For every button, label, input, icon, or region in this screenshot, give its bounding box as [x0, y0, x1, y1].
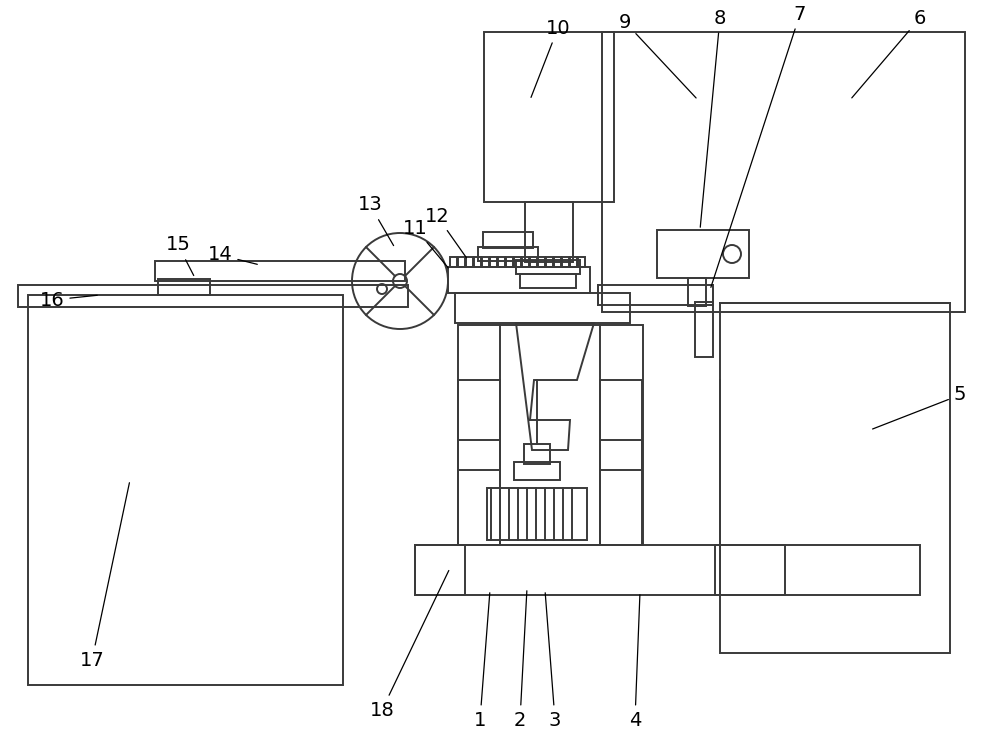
Bar	[450, 257, 457, 267]
Bar	[483, 232, 533, 248]
Bar	[506, 257, 513, 267]
Bar	[522, 257, 529, 267]
Bar	[695, 302, 713, 357]
Bar	[415, 545, 465, 595]
Text: 10: 10	[531, 18, 570, 98]
Bar	[657, 230, 749, 278]
Bar	[458, 380, 500, 545]
Text: 16: 16	[40, 290, 97, 310]
Bar	[688, 278, 706, 306]
Bar	[455, 293, 630, 323]
Text: 15: 15	[166, 236, 194, 276]
Bar	[28, 295, 343, 685]
Text: 11: 11	[403, 219, 448, 268]
Bar	[18, 285, 408, 307]
Bar	[516, 260, 580, 274]
Bar	[530, 257, 537, 267]
Bar	[578, 257, 585, 267]
Text: 7: 7	[711, 4, 806, 287]
Text: 3: 3	[545, 593, 561, 729]
Text: 9: 9	[619, 13, 696, 98]
Text: 4: 4	[629, 595, 641, 729]
Bar	[155, 261, 405, 281]
Bar	[487, 488, 587, 540]
Bar	[520, 274, 576, 288]
Bar	[602, 32, 965, 312]
Bar	[570, 257, 577, 267]
Bar	[415, 545, 785, 595]
Text: 1: 1	[474, 593, 490, 729]
Bar	[720, 303, 950, 653]
Text: 8: 8	[700, 9, 726, 227]
Bar	[600, 380, 642, 545]
Bar	[514, 462, 560, 480]
Bar	[482, 257, 489, 267]
Bar	[484, 32, 614, 202]
Bar	[538, 257, 545, 267]
Bar	[554, 257, 561, 267]
Bar	[448, 267, 590, 293]
Bar	[458, 325, 643, 545]
Bar	[514, 257, 521, 267]
Text: 2: 2	[514, 590, 527, 729]
Bar	[458, 440, 500, 470]
Bar	[524, 444, 550, 464]
Bar	[466, 257, 473, 267]
Bar	[158, 279, 210, 295]
Text: 13: 13	[358, 196, 394, 245]
Bar	[562, 257, 569, 267]
Bar	[715, 545, 920, 595]
Bar	[546, 257, 553, 267]
Bar	[525, 202, 573, 262]
Text: 17: 17	[80, 483, 129, 670]
Text: 12: 12	[425, 206, 466, 258]
Text: 18: 18	[370, 571, 449, 720]
Bar	[474, 257, 481, 267]
Bar	[498, 257, 505, 267]
Bar	[600, 440, 642, 470]
Bar	[478, 247, 538, 261]
Text: 14: 14	[208, 245, 257, 265]
Text: 5: 5	[873, 386, 966, 429]
Bar	[458, 257, 465, 267]
Text: 6: 6	[852, 9, 926, 98]
Bar	[598, 285, 713, 305]
Bar	[490, 257, 497, 267]
